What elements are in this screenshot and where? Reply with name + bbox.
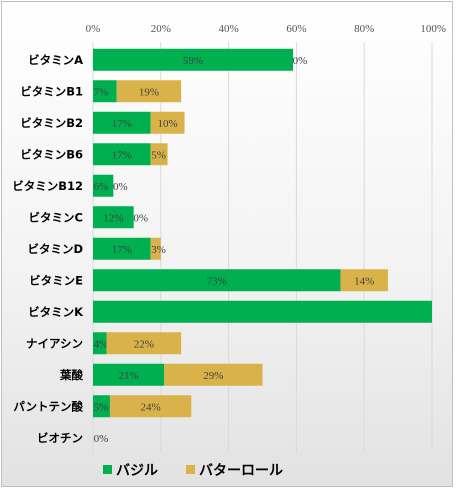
- bar-butter-roll: [164, 363, 263, 386]
- data-label: 0%: [293, 55, 308, 67]
- data-label: 6%: [94, 181, 109, 193]
- bar-basil: [93, 111, 151, 134]
- data-label: 0%: [94, 433, 109, 445]
- x-tick-label: 0%: [86, 23, 101, 35]
- bar-basil: [93, 143, 151, 166]
- category-label: ビタミンB2: [20, 116, 83, 130]
- bar-butter-roll: [106, 332, 182, 355]
- category-label: ビタミンA: [28, 53, 83, 67]
- bar-butter-roll: [150, 111, 185, 134]
- data-label: 4%: [94, 338, 109, 350]
- data-label: 22%: [134, 338, 154, 350]
- data-label: 19%: [139, 86, 159, 98]
- x-tick-label: 40%: [219, 23, 239, 35]
- category-label: ナイアシン: [26, 336, 83, 350]
- category-label: ビタミンC: [29, 210, 83, 224]
- category-label: ビタミンK: [28, 305, 84, 319]
- bar-basil: [93, 269, 341, 292]
- data-label: 14%: [354, 275, 374, 287]
- data-label: 21%: [119, 370, 139, 382]
- bar-basil: [93, 80, 117, 103]
- category-label: パントテン酸: [13, 399, 83, 413]
- data-label: 73%: [207, 275, 227, 287]
- data-label: 12%: [103, 212, 123, 224]
- data-label: 24%: [141, 401, 161, 413]
- bar-butter-roll: [150, 143, 168, 166]
- legend-label: バジル: [116, 463, 158, 479]
- data-label: 17%: [112, 118, 132, 130]
- data-label: 10%: [157, 118, 177, 130]
- data-label: 7%: [94, 86, 109, 98]
- bar-butter-roll: [109, 395, 192, 418]
- legend-swatch: [186, 465, 195, 474]
- legend-label: バターロール: [199, 463, 283, 479]
- bar-basil: [93, 395, 110, 418]
- category-label: ビタミンB1: [20, 84, 83, 98]
- data-label: 59%: [183, 55, 203, 67]
- data-label: 29%: [203, 370, 223, 382]
- category-label: 葉酸: [59, 368, 83, 382]
- x-tick-label: 80%: [354, 23, 374, 35]
- bar-basil: [93, 332, 107, 355]
- data-label: 3%: [151, 244, 166, 256]
- category-label: ビオチン: [37, 431, 83, 445]
- data-label: 5%: [94, 401, 109, 413]
- data-label: 17%: [112, 149, 132, 161]
- category-label: ビタミンB6: [20, 147, 83, 161]
- data-label: 17%: [112, 244, 132, 256]
- data-label: 0%: [133, 212, 148, 224]
- bar-basil: [93, 206, 134, 229]
- bar-basil: [93, 363, 165, 386]
- bar-basil: [93, 237, 151, 260]
- category-label: ビタミンB12: [12, 179, 83, 193]
- bar-basil: [93, 48, 294, 71]
- data-label: 0%: [113, 181, 128, 193]
- category-label: ビタミンE: [29, 273, 83, 287]
- bar-butter-roll: [116, 80, 182, 103]
- category-label: ビタミンD: [27, 242, 83, 256]
- bar-butter-roll: [150, 237, 161, 260]
- bar-butter-roll: [340, 269, 388, 292]
- bar-basil: [93, 174, 114, 197]
- x-tick-label: 100%: [420, 23, 446, 35]
- data-label: 5%: [151, 149, 166, 161]
- x-tick-label: 60%: [286, 23, 306, 35]
- bar-basil: [93, 300, 432, 323]
- x-tick-label: 20%: [151, 23, 171, 35]
- legend-swatch: [103, 465, 112, 474]
